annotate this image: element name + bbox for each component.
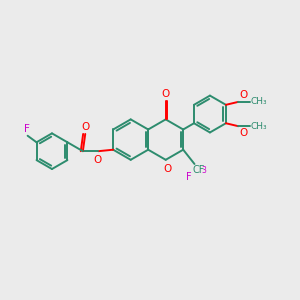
Text: CF: CF: [193, 166, 206, 176]
Text: F: F: [24, 124, 30, 134]
Text: O: O: [163, 164, 171, 174]
Text: O: O: [81, 122, 89, 132]
Text: F: F: [186, 172, 192, 182]
Text: 3: 3: [201, 166, 206, 175]
Text: CH₃: CH₃: [250, 122, 267, 131]
Text: CH₃: CH₃: [250, 98, 267, 106]
Text: O: O: [239, 128, 247, 138]
Text: O: O: [239, 90, 247, 100]
Text: O: O: [94, 155, 102, 165]
Text: O: O: [162, 88, 170, 99]
